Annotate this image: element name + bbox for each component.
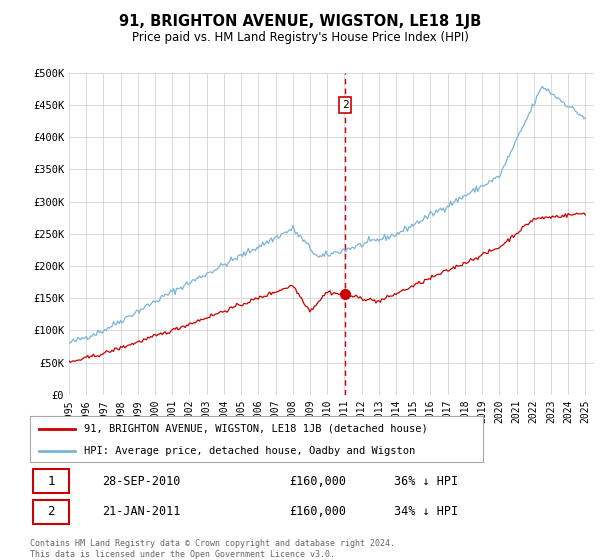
Text: 34% ↓ HPI: 34% ↓ HPI [394,505,458,519]
Text: 28-SEP-2010: 28-SEP-2010 [102,474,180,488]
Text: £160,000: £160,000 [289,505,346,519]
Text: Contains HM Land Registry data © Crown copyright and database right 2024.
This d: Contains HM Land Registry data © Crown c… [30,539,395,559]
Text: £160,000: £160,000 [289,474,346,488]
Text: 91, BRIGHTON AVENUE, WIGSTON, LE18 1JB (detached house): 91, BRIGHTON AVENUE, WIGSTON, LE18 1JB (… [85,424,428,434]
Text: Price paid vs. HM Land Registry's House Price Index (HPI): Price paid vs. HM Land Registry's House … [131,31,469,44]
Text: 21-JAN-2011: 21-JAN-2011 [102,505,180,519]
Text: 2: 2 [342,100,349,110]
Text: 1: 1 [47,474,55,488]
FancyBboxPatch shape [33,500,68,524]
Text: HPI: Average price, detached house, Oadby and Wigston: HPI: Average price, detached house, Oadb… [85,446,416,455]
Text: 2: 2 [47,505,55,519]
Text: 91, BRIGHTON AVENUE, WIGSTON, LE18 1JB: 91, BRIGHTON AVENUE, WIGSTON, LE18 1JB [119,14,481,29]
Text: 36% ↓ HPI: 36% ↓ HPI [394,474,458,488]
FancyBboxPatch shape [33,469,68,493]
